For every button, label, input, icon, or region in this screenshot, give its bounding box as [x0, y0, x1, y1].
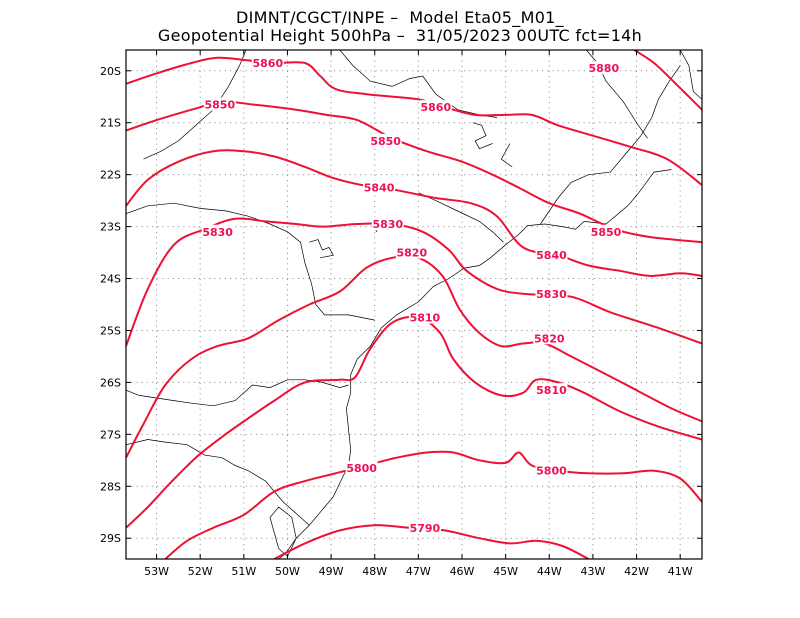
coastline-segment: [278, 169, 672, 559]
y-tick-label: 23S: [100, 221, 121, 234]
coastline-segment: [126, 379, 349, 407]
coastline-segment: [500, 143, 513, 168]
contour-label: 5810: [536, 384, 567, 397]
contour-label-bg: [408, 310, 441, 324]
contour-label: 5830: [202, 226, 233, 239]
contour-label: 5820: [534, 332, 565, 345]
plot-frame: [125, 49, 703, 560]
contour-label: 5880: [589, 62, 620, 75]
contour-label-bg: [533, 331, 566, 345]
contour-line: [273, 524, 589, 559]
contour-label-bg: [201, 224, 234, 238]
coastline-layer: [126, 50, 702, 559]
coastline-segment: [418, 192, 504, 243]
contour-label-bg: [590, 224, 622, 238]
contour-label-bg: [395, 245, 428, 259]
contour-label: 5850: [591, 226, 622, 239]
y-tick-label: 26S: [100, 376, 121, 389]
y-tick-label: 28S: [100, 480, 121, 493]
y-tick-label: 24S: [100, 273, 121, 286]
contour-label-layer: 5880 5860 5860 5850 5850 5850 5840 5840 5830 5830…: [201, 55, 622, 535]
x-tick-label: 50W: [275, 565, 300, 578]
coastline-segment: [143, 50, 247, 160]
contour-label: 5800: [536, 465, 567, 478]
contour-label: 5840: [536, 249, 567, 262]
coastline-segment: [309, 239, 334, 259]
contour-label: 5850: [205, 99, 236, 112]
contour-label-bg: [251, 55, 284, 69]
x-tick-label: 43W: [580, 565, 605, 578]
coastline-segment: [472, 122, 493, 150]
contour-line: [126, 315, 702, 529]
coastline-segment: [540, 65, 681, 225]
contour-line: [126, 149, 702, 277]
contour-label-bg: [345, 461, 378, 475]
contour-label: 5850: [370, 135, 401, 148]
x-tick-label: 51W: [231, 565, 256, 578]
x-tick-label: 45W: [493, 565, 518, 578]
contour-label: 5860: [253, 57, 284, 70]
title-line-1: DIMNT/CGCT/INPE – Model Eta05_M01_: [236, 8, 564, 27]
contour-label-bg: [535, 383, 568, 397]
contour-label-bg: [587, 61, 620, 75]
x-tick-label: 53W: [144, 565, 169, 578]
coastline-segment: [126, 439, 310, 526]
x-tick-label: 42W: [624, 565, 649, 578]
coastline-segment: [586, 50, 648, 139]
contour-line: [126, 254, 702, 459]
contour-label-bg: [408, 520, 441, 534]
y-tick-label: 20S: [100, 65, 121, 78]
contour-label: 5790: [410, 522, 441, 535]
contour-label: 5860: [421, 101, 452, 114]
contour-label: 5820: [397, 247, 428, 260]
y-tick-label: 25S: [100, 324, 121, 337]
contour-line: [126, 56, 702, 186]
x-tick-label: 49W: [319, 565, 344, 578]
contour-label-bg: [203, 97, 236, 111]
coastline-segment: [269, 506, 297, 557]
contour-label: 5830: [373, 218, 404, 231]
contour-label-bg: [363, 180, 396, 194]
x-tick-label: 48W: [362, 565, 387, 578]
contour-label: 5810: [410, 311, 441, 324]
title-line-2: Geopotential Height 500hPa – 31/05/2023 …: [157, 26, 643, 45]
contour-label: 5830: [536, 288, 567, 301]
contour-label-bg: [535, 287, 568, 301]
x-tick-label: 44W: [537, 565, 562, 578]
x-tick-label: 41W: [668, 565, 693, 578]
coastline-segment: [339, 50, 497, 118]
coastline-segment: [679, 50, 702, 100]
coastline-segment: [126, 202, 375, 321]
x-tick-label: 46W: [450, 565, 475, 578]
contour-label: 5800: [346, 462, 377, 475]
contour-label-bg: [371, 216, 404, 230]
contour-label-bg: [369, 133, 402, 147]
contour-line: [164, 450, 702, 559]
y-tick-label: 22S: [100, 169, 121, 182]
y-tick-label: 29S: [100, 532, 121, 545]
y-tick-label: 27S: [100, 428, 121, 441]
x-tick-label: 47W: [406, 565, 431, 578]
contour-line: [633, 50, 702, 111]
contour-label-bg: [419, 100, 452, 114]
contour-label-bg: [535, 248, 568, 262]
contour-label-bg: [535, 463, 568, 477]
y-tick-label: 21S: [100, 117, 121, 130]
contour-label: 5840: [364, 182, 395, 195]
axis-ticks: 53W 52W 51W 50W 49W 48W 47W 46W 45W 44W 43W 42W 41W 2…: [100, 50, 702, 578]
x-tick-label: 52W: [188, 565, 213, 578]
